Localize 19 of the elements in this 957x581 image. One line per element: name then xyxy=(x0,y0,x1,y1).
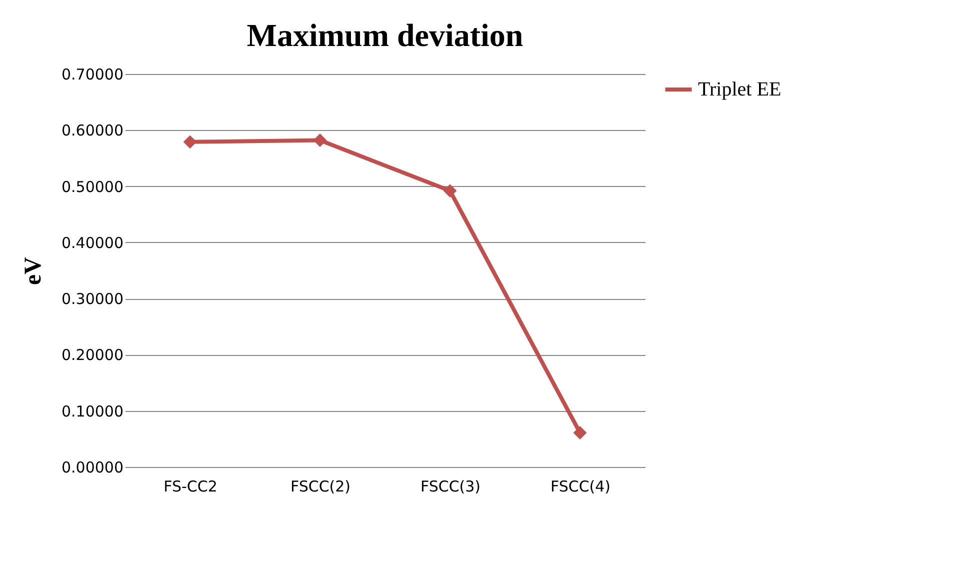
x-tick-label: FSCC(3) xyxy=(420,478,481,496)
y-tick-label: 0.10000 xyxy=(61,402,124,420)
point xyxy=(573,426,587,440)
x-tick-label: FSCC(2) xyxy=(290,478,351,496)
y-axis-title: eV xyxy=(20,256,46,285)
y-tick-label: 0.00000 xyxy=(61,458,124,476)
y-tick-label: 0.20000 xyxy=(61,346,124,364)
point xyxy=(183,135,197,149)
legend-label: Triplet EE xyxy=(698,78,782,100)
point xyxy=(443,184,457,198)
y-tick-label: 0.40000 xyxy=(61,234,124,252)
chart-title: Maximum deviation xyxy=(246,17,524,53)
x-tick-label: FS-CC2 xyxy=(164,478,218,496)
x-tick-label: FSCC(4) xyxy=(550,478,611,496)
y-tick-label: 0.30000 xyxy=(61,290,124,308)
y-tick-label: 0.50000 xyxy=(61,178,124,196)
y-tick-label: 0.70000 xyxy=(61,66,124,84)
y-tick-label: 0.60000 xyxy=(61,122,124,140)
point xyxy=(313,134,327,147)
